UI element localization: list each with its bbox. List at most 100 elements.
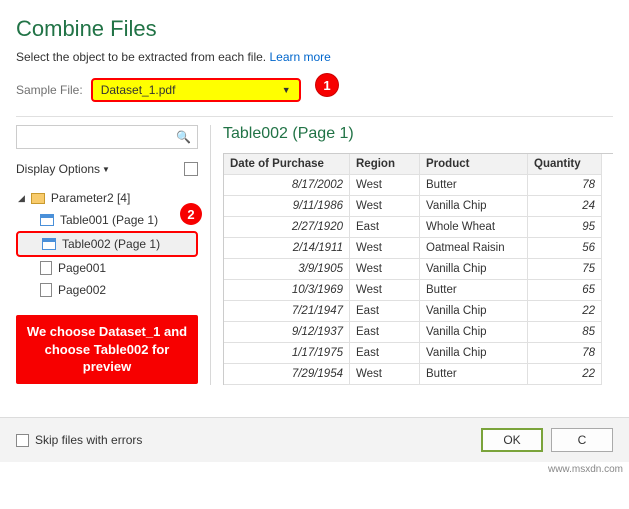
- checkbox-icon: [16, 434, 29, 447]
- preview-panel: Table002 (Page 1) Date of Purchase Regio…: [223, 125, 613, 385]
- table-cell: East: [350, 301, 420, 322]
- skip-files-label: Skip files with errors: [35, 433, 142, 447]
- table-cell: Butter: [420, 280, 528, 301]
- table-cell: Vanilla Chip: [420, 259, 528, 280]
- preview-table: Date of Purchase Region Product Quantity…: [223, 153, 613, 385]
- table-row[interactable]: 7/29/1954WestButter22: [224, 364, 613, 385]
- table-cell: Vanilla Chip: [420, 196, 528, 217]
- table-cell: 9/11/1986: [224, 196, 350, 217]
- table-cell: 95: [528, 217, 602, 238]
- table-body: 8/17/2002WestButter789/11/1986WestVanill…: [224, 175, 613, 385]
- table-header-row: Date of Purchase Region Product Quantity: [224, 154, 613, 175]
- combine-files-dialog: Combine Files Select the object to be ex…: [0, 0, 629, 102]
- table-row[interactable]: 3/9/1905WestVanilla Chip75: [224, 259, 613, 280]
- column-header-quantity[interactable]: Quantity: [528, 154, 602, 175]
- table-cell: 2/27/1920: [224, 217, 350, 238]
- annotation-badge-1: 1: [316, 74, 338, 96]
- navigator-toolbar: Display Options ▼: [16, 155, 198, 183]
- search-input[interactable]: 🔍: [16, 125, 198, 149]
- table-icon: [40, 214, 54, 226]
- column-header-region[interactable]: Region: [350, 154, 420, 175]
- chevron-down-icon: ▼: [102, 165, 110, 174]
- page-icon: [40, 283, 52, 297]
- table-cell: 56: [528, 238, 602, 259]
- dialog-subtitle: Select the object to be extracted from e…: [16, 50, 613, 64]
- tree-item-table001[interactable]: Table001 (Page 1) 2: [16, 209, 198, 231]
- ok-button[interactable]: OK: [481, 428, 543, 452]
- divider: [16, 116, 613, 117]
- page-icon: [40, 261, 52, 275]
- dialog-title: Combine Files: [16, 16, 613, 42]
- table-cell: 78: [528, 343, 602, 364]
- display-options-button[interactable]: Display Options ▼: [16, 162, 110, 176]
- vertical-divider: [210, 125, 211, 385]
- tree-item-page001[interactable]: Page001: [16, 257, 198, 279]
- table-cell: Oatmeal Raisin: [420, 238, 528, 259]
- table-cell: 78: [528, 175, 602, 196]
- table-cell: 7/29/1954: [224, 364, 350, 385]
- refresh-icon[interactable]: [184, 162, 198, 176]
- watermark-text: www.msxdn.com: [0, 462, 629, 479]
- navigator-tree: ◢ Parameter2 [4] Table001 (Page 1) 2 Tab…: [16, 187, 198, 301]
- table-cell: Butter: [420, 175, 528, 196]
- table-cell: 1/17/1975: [224, 343, 350, 364]
- table-cell: 7/21/1947: [224, 301, 350, 322]
- table-cell: West: [350, 280, 420, 301]
- folder-icon: [31, 193, 45, 204]
- tree-item-page002[interactable]: Page002: [16, 279, 198, 301]
- table-row[interactable]: 2/14/1911WestOatmeal Raisin56: [224, 238, 613, 259]
- table-icon: [42, 238, 56, 250]
- tree-folder-root[interactable]: ◢ Parameter2 [4]: [16, 187, 198, 209]
- table-cell: West: [350, 364, 420, 385]
- display-options-label: Display Options: [16, 162, 100, 176]
- table-cell: 24: [528, 196, 602, 217]
- tree-item-label: Page001: [58, 261, 106, 275]
- sample-file-dropdown[interactable]: Dataset_1.pdf ▼: [91, 78, 301, 102]
- table-cell: Butter: [420, 364, 528, 385]
- tree-folder-label: Parameter2 [4]: [51, 191, 130, 205]
- skip-files-checkbox[interactable]: Skip files with errors: [16, 433, 142, 447]
- table-cell: East: [350, 217, 420, 238]
- navigator-panel: 🔍 Display Options ▼ ◢ Parameter2 [4] Tab…: [16, 125, 198, 385]
- table-cell: East: [350, 322, 420, 343]
- table-cell: West: [350, 238, 420, 259]
- column-header-product[interactable]: Product: [420, 154, 528, 175]
- tree-item-label: Table001 (Page 1): [60, 213, 158, 227]
- column-header-date[interactable]: Date of Purchase: [224, 154, 350, 175]
- table-cell: 22: [528, 301, 602, 322]
- table-row[interactable]: 9/11/1986WestVanilla Chip24: [224, 196, 613, 217]
- table-cell: 8/17/2002: [224, 175, 350, 196]
- collapse-icon: ◢: [18, 193, 25, 204]
- table-cell: 10/3/1969: [224, 280, 350, 301]
- table-row[interactable]: 10/3/1969WestButter65: [224, 280, 613, 301]
- annotation-callout: We choose Dataset_1 and choose Table002 …: [16, 315, 198, 384]
- chevron-down-icon: ▼: [282, 85, 291, 95]
- table-cell: 9/12/1937: [224, 322, 350, 343]
- table-cell: 3/9/1905: [224, 259, 350, 280]
- tree-item-label: Page002: [58, 283, 106, 297]
- table-cell: Vanilla Chip: [420, 301, 528, 322]
- table-row[interactable]: 7/21/1947EastVanilla Chip22: [224, 301, 613, 322]
- table-cell: West: [350, 259, 420, 280]
- tree-item-label: Table002 (Page 1): [62, 237, 160, 251]
- table-cell: Vanilla Chip: [420, 343, 528, 364]
- table-cell: East: [350, 343, 420, 364]
- dialog-body: 🔍 Display Options ▼ ◢ Parameter2 [4] Tab…: [0, 125, 629, 385]
- tree-item-table002[interactable]: Table002 (Page 1): [16, 231, 198, 257]
- table-row[interactable]: 8/17/2002WestButter78: [224, 175, 613, 196]
- footer-buttons: OK C: [481, 428, 613, 452]
- sample-file-value: Dataset_1.pdf: [101, 83, 176, 97]
- table-cell: West: [350, 175, 420, 196]
- learn-more-link[interactable]: Learn more: [269, 50, 330, 64]
- table-row[interactable]: 2/27/1920EastWhole Wheat95: [224, 217, 613, 238]
- table-row[interactable]: 9/12/1937EastVanilla Chip85: [224, 322, 613, 343]
- preview-title: Table002 (Page 1): [223, 125, 613, 143]
- annotation-badge-2: 2: [180, 203, 202, 225]
- table-row[interactable]: 1/17/1975EastVanilla Chip78: [224, 343, 613, 364]
- table-cell: Vanilla Chip: [420, 322, 528, 343]
- table-cell: West: [350, 196, 420, 217]
- sample-file-label: Sample File:: [16, 83, 83, 97]
- table-cell: 22: [528, 364, 602, 385]
- cancel-button[interactable]: C: [551, 428, 613, 452]
- table-cell: 2/14/1911: [224, 238, 350, 259]
